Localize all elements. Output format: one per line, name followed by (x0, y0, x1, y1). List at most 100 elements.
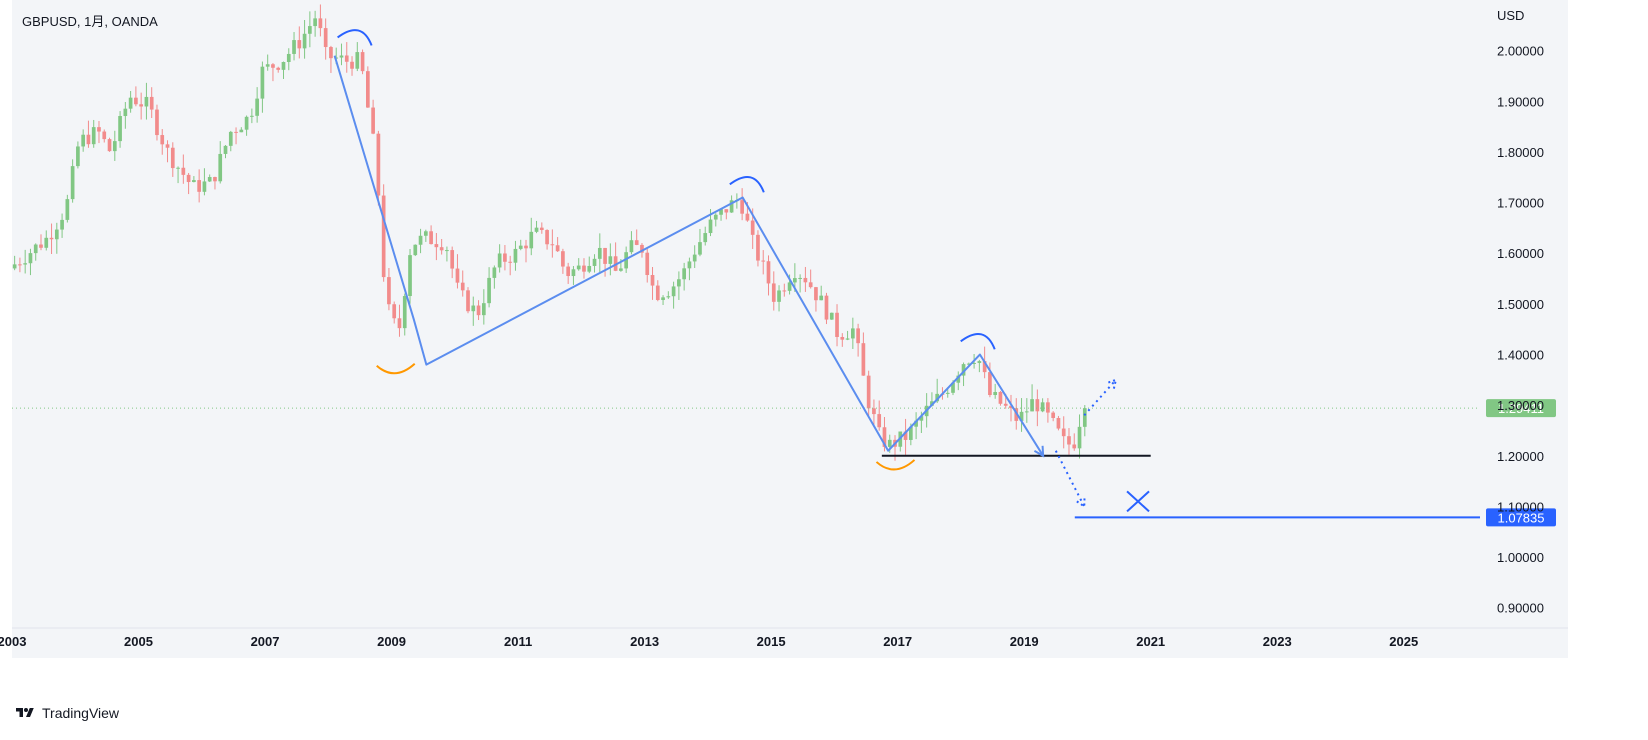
candle-body (524, 245, 528, 249)
candle-body (919, 416, 924, 421)
candle-body (228, 131, 233, 146)
last-price-badge (1486, 399, 1556, 418)
candle-body (1040, 402, 1045, 412)
candle-body (771, 283, 776, 302)
candle (1009, 394, 1013, 422)
candle-body (640, 244, 644, 253)
candle (756, 230, 760, 267)
symbol-legend[interactable]: GBPUSD, 1月, OANDA (22, 14, 158, 29)
price-tick-label: 1.60000 (1497, 246, 1544, 261)
candle (60, 213, 64, 238)
price-tick-label: 1.40000 (1497, 348, 1544, 363)
candle (365, 66, 370, 108)
candle-body (54, 229, 59, 240)
candle-body (740, 200, 744, 214)
candle (988, 362, 992, 398)
candle (650, 266, 655, 300)
candle (297, 26, 302, 59)
time-axis[interactable]: 2003 2005 2007 2009 2011 2013 2015 2017 2019 2021… (0, 634, 1418, 649)
candle-body (877, 414, 882, 428)
candle-body (798, 277, 802, 279)
candle-body (576, 265, 581, 270)
candle-body (481, 303, 486, 316)
candle-body (12, 264, 17, 269)
price-tick-label: 1.70000 (1497, 196, 1544, 211)
candle-body (81, 134, 86, 147)
candle-body (323, 28, 328, 48)
candle (850, 317, 855, 349)
projection-arrow (1054, 450, 1086, 507)
candle (671, 281, 676, 309)
candle-body (276, 67, 281, 70)
candle-body (777, 290, 781, 302)
candle (413, 244, 418, 257)
price-tick-label: 1.10000 (1497, 499, 1544, 514)
candle-body (793, 278, 797, 283)
candle-body (545, 230, 549, 245)
candle-body (856, 328, 860, 344)
candle-body (840, 336, 845, 340)
candle-body (466, 290, 470, 312)
candle-body (1067, 436, 1071, 445)
time-tick-label: 2021 (1136, 634, 1165, 649)
candle-body (787, 282, 792, 291)
candle (371, 99, 375, 135)
time-tick-label: 2013 (630, 634, 659, 649)
candle-body (355, 52, 360, 69)
price-axis[interactable]: 0.90000 1.00000 1.10000 1.20000 1.30000 1.400… (1497, 44, 1544, 616)
candle-body (265, 64, 270, 67)
tradingview-logo[interactable]: TradingView (14, 705, 119, 721)
candle-body (423, 231, 428, 236)
candle (49, 223, 54, 254)
candle-body (413, 244, 418, 256)
candle (914, 412, 918, 440)
candle (439, 239, 444, 255)
candle (134, 86, 138, 107)
candle-body (961, 364, 966, 376)
candle (766, 255, 771, 296)
candle-body (197, 180, 201, 192)
candle (97, 121, 101, 144)
candle (445, 246, 449, 262)
candle-body (761, 260, 766, 262)
candle (118, 111, 122, 148)
candle (1067, 428, 1071, 455)
candle (592, 254, 597, 273)
candle-body (692, 254, 697, 262)
candle-body (18, 264, 22, 266)
candle-body (566, 266, 571, 277)
candle (555, 237, 560, 252)
candle (170, 142, 175, 177)
projection-arrow-head (1107, 378, 1118, 389)
candle (81, 129, 86, 152)
candle (571, 266, 576, 285)
time-tick-label: 2003 (0, 634, 26, 649)
candle (903, 418, 908, 455)
candle (12, 255, 17, 271)
candle-body (719, 209, 723, 215)
candle-body (1024, 411, 1029, 413)
candle (86, 120, 91, 148)
candle (561, 248, 565, 274)
candle (91, 119, 96, 148)
candle (587, 256, 592, 274)
candle-body (1009, 405, 1013, 409)
cross-mark (1126, 490, 1150, 513)
candle-body (297, 40, 302, 49)
projection-arrow (1083, 379, 1117, 416)
candle-body (619, 268, 623, 271)
candle-body (149, 96, 154, 110)
candle (597, 233, 602, 273)
price-tick-label: 1.00000 (1497, 550, 1544, 565)
candle-body (144, 96, 149, 107)
candle-body (218, 153, 223, 182)
candle (761, 250, 766, 275)
candle-body (555, 245, 560, 252)
candle-body (455, 268, 460, 283)
candle-body (123, 108, 128, 117)
candle (149, 87, 154, 118)
candle-body (350, 61, 354, 69)
candle-body (998, 391, 1003, 404)
